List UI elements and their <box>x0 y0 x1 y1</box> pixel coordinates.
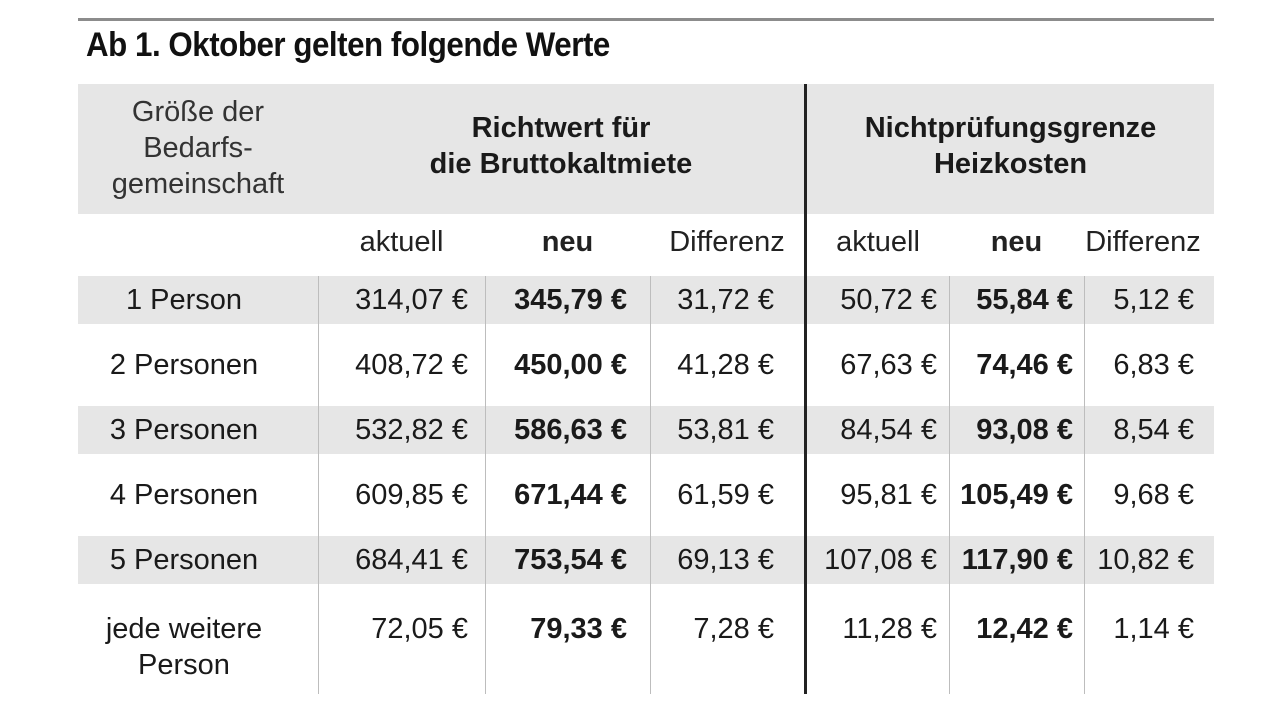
value-cell: 67,63 € <box>840 349 937 381</box>
value-cell: 408,72 € <box>355 349 468 381</box>
column-divider <box>485 276 486 694</box>
value-cell: 532,82 € <box>355 414 468 446</box>
size-header-line: Größe der <box>131 96 265 128</box>
value-cell: 609,85 € <box>355 479 468 511</box>
header-band <box>78 84 1214 214</box>
value-cell: 105,49 € <box>960 479 1073 511</box>
col-header-aktuell: aktuell <box>359 226 444 258</box>
heating-header-line: Nichtprüfungsgrenze <box>864 112 1157 144</box>
value-cell: 55,84 € <box>976 284 1073 316</box>
row-label: jede weitere Person <box>78 611 290 683</box>
row-label-line: 4 Personen <box>109 479 259 511</box>
column-divider <box>650 276 651 694</box>
column-divider <box>1084 276 1085 694</box>
value-cell: 117,90 € <box>961 544 1073 576</box>
value-cell: 69,13 € <box>677 544 774 576</box>
row-label-line: jede weitere <box>105 613 263 645</box>
value-cell: 10,82 € <box>1097 544 1194 576</box>
value-cell: 345,79 € <box>514 284 627 316</box>
group-divider <box>804 84 807 694</box>
value-cell: 671,44 € <box>514 479 627 511</box>
row-label-line: 1 Person <box>125 284 243 316</box>
size-header-line: gemeinschaft <box>111 168 285 200</box>
row-label: 2 Personen <box>78 347 290 383</box>
values-table: Größe der Bedarfs- gemeinschaft Richtwer… <box>78 84 1214 694</box>
col-header-neu: neu <box>541 226 594 258</box>
value-cell: 50,72 € <box>840 284 937 316</box>
col-header-differenz: Differenz <box>669 226 785 258</box>
row-band-1 <box>78 276 1214 324</box>
value-cell: 107,08 € <box>824 544 937 576</box>
value-cell: 53,81 € <box>677 414 774 446</box>
value-cell: 450,00 € <box>514 349 627 381</box>
size-header-line: Bedarfs- <box>143 132 253 164</box>
value-cell: 74,46 € <box>976 349 1073 381</box>
value-cell: 95,81 € <box>840 479 937 511</box>
col-header-aktuell: aktuell <box>836 226 920 258</box>
row-label-line: 3 Personen <box>109 414 259 446</box>
rent-header-line: die Bruttokaltmiete <box>429 148 693 180</box>
value-cell: 41,28 € <box>677 349 774 381</box>
row-label: 4 Personen <box>78 477 290 513</box>
rent-group-header: Richtwert für die Bruttokaltmiete <box>318 110 804 182</box>
value-cell: 31,72 € <box>677 284 774 316</box>
col-header-neu: neu <box>990 226 1043 258</box>
value-cell: 684,41 € <box>355 544 468 576</box>
row-band-5 <box>78 536 1214 584</box>
value-cell: 6,83 € <box>1113 349 1194 381</box>
col-header-differenz: Differenz <box>1085 226 1201 258</box>
heating-header-line: Heizkosten <box>933 148 1088 180</box>
row-label-line: Person <box>138 649 230 681</box>
value-cell: 1,14 € <box>1113 613 1194 645</box>
column-divider <box>318 276 319 694</box>
heating-group-header: Nichtprüfungsgrenze Heizkosten <box>807 110 1214 182</box>
value-cell: 61,59 € <box>677 479 774 511</box>
size-column-header: Größe der Bedarfs- gemeinschaft <box>78 94 318 202</box>
row-label: 3 Personen <box>78 412 290 448</box>
top-rule <box>78 18 1214 21</box>
row-band-3 <box>78 406 1214 454</box>
value-cell: 8,54 € <box>1113 414 1194 446</box>
value-cell: 7,28 € <box>693 613 774 645</box>
page-title: Ab 1. Oktober gelten folgende Werte <box>86 26 610 64</box>
row-label-line: 5 Personen <box>109 544 259 576</box>
value-cell: 11,28 € <box>842 613 937 645</box>
value-cell: 5,12 € <box>1113 284 1194 316</box>
row-label: 1 Person <box>78 282 290 318</box>
value-cell: 753,54 € <box>514 544 627 576</box>
value-cell: 9,68 € <box>1113 479 1194 511</box>
value-cell: 314,07 € <box>355 284 468 316</box>
value-cell: 586,63 € <box>514 414 627 446</box>
value-cell: 72,05 € <box>371 613 468 645</box>
value-cell: 12,42 € <box>976 613 1073 645</box>
row-label: 5 Personen <box>78 542 290 578</box>
row-label-line: 2 Personen <box>109 349 259 381</box>
rent-header-line: Richtwert für <box>471 112 651 144</box>
column-divider <box>949 276 950 694</box>
value-cell: 93,08 € <box>976 414 1073 446</box>
value-cell: 79,33 € <box>530 613 627 645</box>
value-cell: 84,54 € <box>840 414 937 446</box>
